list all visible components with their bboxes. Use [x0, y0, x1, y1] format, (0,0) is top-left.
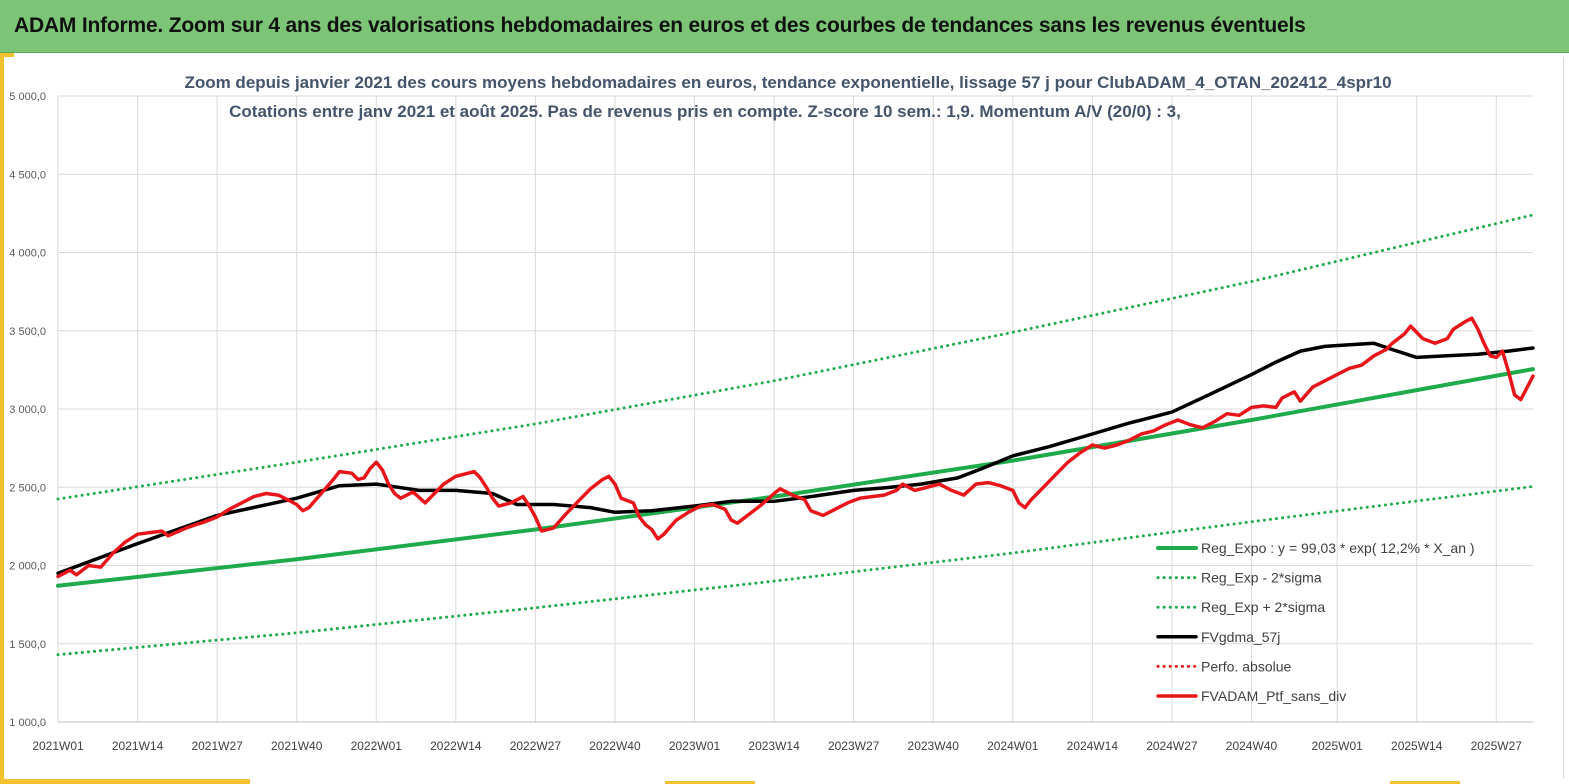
x-tick-label: 2024W14	[1067, 739, 1119, 753]
x-tick-label: 2021W14	[112, 739, 164, 753]
y-tick-label: 4 000,0	[9, 248, 46, 260]
legend-label-2: Reg_Exp + 2*sigma	[1201, 599, 1325, 615]
x-tick-label: 2023W27	[828, 739, 880, 753]
x-tick-label: 2021W40	[271, 739, 323, 753]
y-tick-label: 3 000,0	[9, 404, 46, 416]
x-tick-label: 2024W40	[1226, 739, 1278, 753]
accent-corner-top	[0, 53, 14, 57]
x-tick-label: 2022W27	[510, 739, 562, 753]
legend-label-3: FVgdma_57j	[1201, 629, 1280, 645]
accent-bar-bottom-right	[1390, 781, 1460, 784]
x-tick-label: 2025W01	[1311, 739, 1363, 753]
x-tick-label: 2023W14	[748, 739, 800, 753]
y-tick-label: 4 500,0	[9, 169, 46, 181]
y-tick-label: 3 500,0	[9, 326, 46, 338]
legend-label-5: FVADAM_Ptf_sans_div	[1201, 688, 1346, 704]
series-line-3	[56, 341, 1535, 576]
legend-label-4: Perfo. absolue	[1201, 658, 1291, 674]
y-tick-label: 2 500,0	[9, 482, 46, 494]
series-group	[56, 213, 1535, 657]
page-title: ADAM Informe. Zoom sur 4 ans des valoris…	[14, 14, 1306, 37]
x-axis: 2021W01 2021W14 2021W27 2021W40 2022W01 2022W…	[32, 721, 1533, 753]
y-axis: 1 000,0 1 500,0 2 000,0 2 500,0 3 000,0 3 500…	[9, 91, 46, 729]
y-tick-label: 5 000,0	[9, 91, 46, 103]
x-tick-label: 2022W14	[430, 739, 482, 753]
x-tick-label: 2022W40	[589, 739, 641, 753]
y-tick-label: 1 500,0	[9, 639, 46, 651]
accent-bar-bottom-left	[0, 779, 250, 784]
grid	[57, 95, 1533, 723]
y-tick-label: 1 000,0	[9, 717, 46, 729]
series-line-2	[56, 213, 1535, 501]
chart-subtitle: Cotations entre janv 2021 et août 2025. …	[229, 102, 1181, 121]
x-tick-label: 2022W01	[351, 739, 403, 753]
header-banner: ADAM Informe. Zoom sur 4 ans des valoris…	[0, 0, 1569, 53]
series-line-5	[56, 316, 1535, 579]
series-line-1	[56, 485, 1535, 657]
y-tick-label: 2 000,0	[9, 561, 46, 573]
chart-title: Zoom depuis janvier 2021 des cours moyen…	[184, 73, 1391, 92]
series-line-0	[56, 367, 1535, 588]
x-tick-label: 2024W01	[987, 739, 1039, 753]
x-tick-label: 2025W27	[1471, 739, 1523, 753]
x-tick-label: 2021W27	[191, 739, 243, 753]
legend-label-0: Reg_Expo : y = 99,03 * exp( 12,2% * X_an…	[1201, 540, 1475, 556]
x-tick-label: 2023W01	[669, 739, 721, 753]
legend: Reg_Expo : y = 99,03 * exp( 12,2% * X_an…	[1156, 540, 1475, 704]
x-tick-label: 2023W40	[908, 739, 960, 753]
x-tick-label: 2021W01	[32, 739, 84, 753]
x-tick-label: 2025W14	[1391, 739, 1443, 753]
chart-frame	[4, 57, 1564, 779]
accent-bar-left	[0, 53, 4, 784]
accent-bar-bottom-middle	[665, 781, 755, 784]
x-tick-label: 2024W27	[1146, 739, 1198, 753]
legend-label-1: Reg_Exp - 2*sigma	[1201, 570, 1322, 586]
